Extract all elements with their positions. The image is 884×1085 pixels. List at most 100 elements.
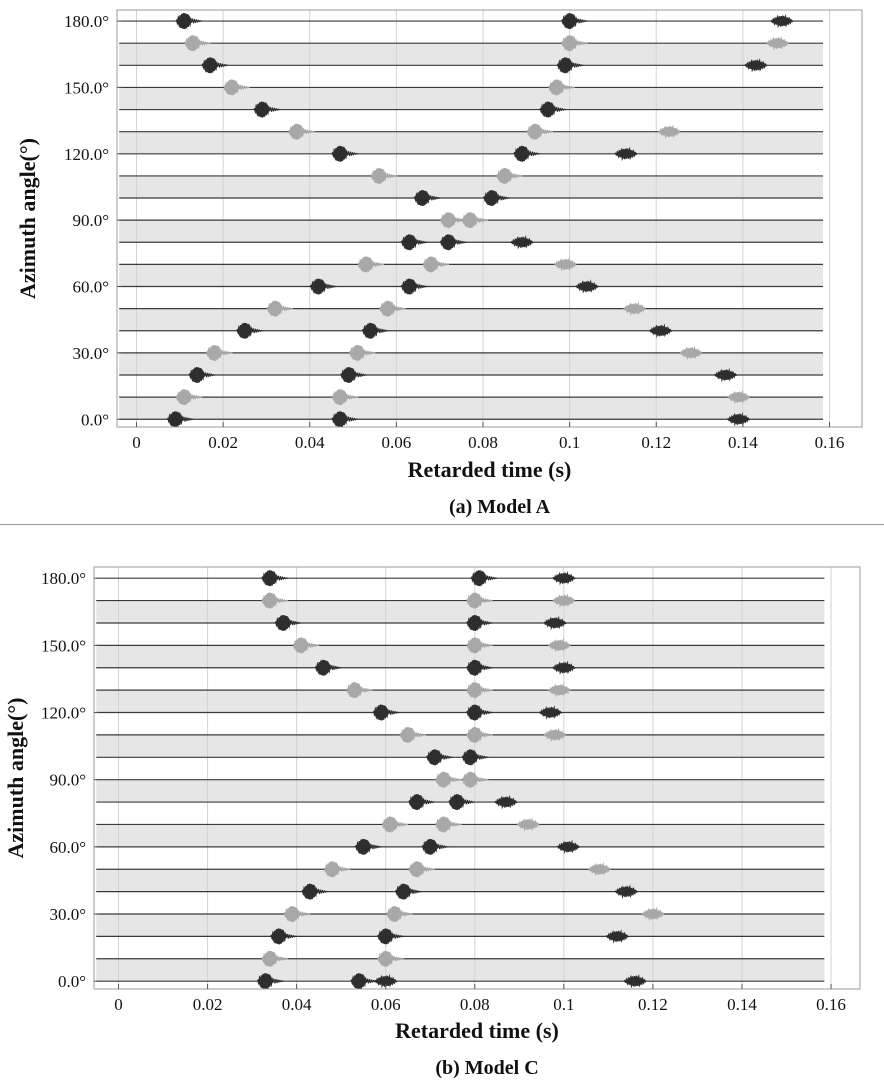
chart0-pulse-170-0 — [184, 35, 202, 52]
chart0-band-0 — [119, 397, 824, 420]
chart0-pulse-80-2 — [510, 234, 534, 250]
chart0-pulse-180-1 — [561, 13, 579, 30]
chart1-pulse-tail-120-1 — [482, 709, 493, 715]
chart1-ytick-label: 150.0° — [41, 636, 86, 655]
chart0-pulse-tail-60-1 — [416, 283, 428, 289]
chart0-band-60 — [119, 264, 824, 287]
chart1-pulse-tail-50-0 — [339, 866, 351, 872]
chart1-pulse-110-2 — [543, 727, 567, 743]
chart1-pulse-140-2 — [552, 660, 576, 676]
chart0-caption: (a) Model A — [449, 496, 551, 518]
chart1-pulse-10-0 — [261, 950, 279, 967]
chart1-pulse-tail-20-0 — [286, 933, 297, 939]
chart0-pulse-tail-0-0 — [182, 416, 194, 422]
chart1-pulse-tail-50-1 — [424, 866, 435, 872]
chart1-pulse-160-2 — [543, 615, 567, 631]
chart1-pulse-tail-70-1 — [451, 821, 462, 827]
chart0-band-80 — [119, 220, 824, 243]
chart0-pulse-70-0 — [357, 256, 375, 273]
chart1-pulse-40-2 — [614, 884, 638, 899]
chart0-pulse-tail-140-1 — [555, 106, 567, 113]
chart0-xtick-label: 0.06 — [382, 433, 412, 452]
chart0-ytick-label: 60.0° — [72, 278, 109, 297]
chart0-pulse-tail-160-1 — [572, 62, 584, 68]
chart1-pulse-120-2 — [539, 705, 562, 720]
chart1-pulse-tail-80-0 — [424, 799, 435, 805]
chart1-pulse-tail-130-1 — [482, 687, 493, 693]
chart1-pulse-130-0 — [345, 682, 364, 699]
chart1-xtick-label: 0.08 — [460, 995, 490, 1014]
chart1-pulse-100-1 — [461, 749, 479, 766]
chart0-pulse-140-0 — [253, 101, 271, 118]
chart0-pulse-180-2 — [770, 13, 794, 29]
chart1-pulse-140-1 — [466, 659, 484, 676]
chart1-pulse-180-2 — [552, 570, 576, 586]
chart0-ytick-label: 120.0° — [64, 145, 109, 164]
chart1-pulse-120-0 — [372, 704, 390, 721]
chart1-pulse-tail-10-0 — [277, 956, 289, 962]
chart-model-c: 0 0.02 0.04 0.06 0.08 0.1 0.12 0.14 0.16 0.0° 30.0… — [3, 566, 861, 1079]
chart1-pulse-150-2 — [548, 638, 571, 653]
chart0-pulse-30-1 — [348, 344, 366, 361]
panel-model-a: 0 0.02 0.04 0.06 0.08 0.1 0.12 0.14 0.16 0.0° 30.0… — [0, 0, 884, 520]
chart0-pulse-tail-50-0 — [282, 305, 294, 312]
chart1-pulse-tail-120-0 — [388, 709, 400, 715]
chart1-band-140 — [96, 645, 825, 668]
chart1-pulse-30-0 — [283, 905, 301, 923]
chart1-xtick-label: 0.1 — [553, 995, 574, 1014]
chart1-pulse-90-0 — [435, 771, 453, 788]
chart0-pulse-120-2 — [614, 146, 638, 162]
chart1-pulse-0-1 — [350, 973, 368, 990]
chart1-pulse-20-0 — [270, 928, 288, 945]
chart1-pulse-30-1 — [386, 905, 404, 923]
chart0-pulse-30-2 — [679, 345, 703, 361]
chart0-xtick-label: 0.14 — [728, 433, 758, 452]
chart1-pulse-tail-60-0 — [370, 844, 382, 850]
chart1-x-axis-label: Retarded time (s) — [395, 1018, 559, 1043]
chart1-pulse-70-2 — [516, 817, 540, 832]
chart1-y-axis-label: Azimuth angle(°) — [3, 698, 28, 859]
chart1-pulse-tail-160-0 — [290, 620, 302, 626]
chart1-pulse-tail-140-1 — [482, 665, 493, 671]
chart0-ytick-label: 150.0° — [64, 78, 109, 97]
chart0-pulse-tail-100-0 — [429, 195, 441, 201]
chart0-pulse-tail-60-0 — [325, 283, 337, 289]
chart1-xtick-label: 0.14 — [727, 995, 757, 1014]
chart1-band-20 — [96, 914, 825, 937]
chart1-pulse-tail-160-1 — [482, 620, 493, 626]
chart0-pulse-50-2 — [623, 301, 646, 316]
chart0-pulse-tail-110-1 — [512, 173, 523, 179]
chart1-pulse-120-1 — [466, 704, 484, 721]
chart1-frame — [93, 566, 861, 990]
chart1-pulse-160-1 — [466, 614, 484, 631]
chart0-pulse-10-0 — [175, 389, 193, 406]
chart1-pulse-0-0 — [256, 973, 275, 990]
chart1-pulse-50-0 — [323, 861, 341, 878]
chart1-pulse-150-1 — [466, 637, 484, 654]
chart0-xtick-label: 0.04 — [295, 433, 325, 452]
chart1-ytick-label: 120.0° — [41, 704, 86, 723]
chart0-pulse-10-1 — [331, 389, 349, 406]
chart0-pulse-tail-180-0 — [191, 18, 203, 24]
chart0-pulse-tail-40-1 — [377, 328, 389, 334]
chart1-pulse-60-2 — [556, 839, 580, 855]
chart0-pulse-120-1 — [513, 145, 531, 162]
chart0-pulse-tail-20-1 — [356, 372, 367, 378]
chart0-pulse-tail-170-0 — [200, 40, 211, 46]
chart1-pulse-180-1 — [470, 570, 488, 587]
chart0-pulse-170-2 — [766, 35, 789, 51]
chart0-xtick-label: 0.02 — [208, 433, 238, 452]
chart0-pulse-30-0 — [205, 344, 224, 361]
chart1-pulse-tail-180-1 — [486, 575, 498, 581]
chart1-pulse-tail-40-1 — [411, 888, 422, 895]
chart0-xtick-label: 0.16 — [815, 433, 845, 452]
chart0-pulse-tail-90-1 — [477, 217, 489, 223]
chart1-pulse-80-1 — [448, 794, 466, 811]
chart0-ytick-label: 0.0° — [81, 410, 109, 429]
chart0-pulse-tail-30-0 — [221, 350, 233, 356]
chart1-pulse-110-1 — [466, 726, 484, 743]
chart0-band-20 — [119, 352, 824, 376]
chart1-pulse-50-1 — [408, 861, 426, 878]
chart0-band-100 — [119, 175, 824, 199]
chart0-ytick-label: 30.0° — [72, 344, 109, 363]
